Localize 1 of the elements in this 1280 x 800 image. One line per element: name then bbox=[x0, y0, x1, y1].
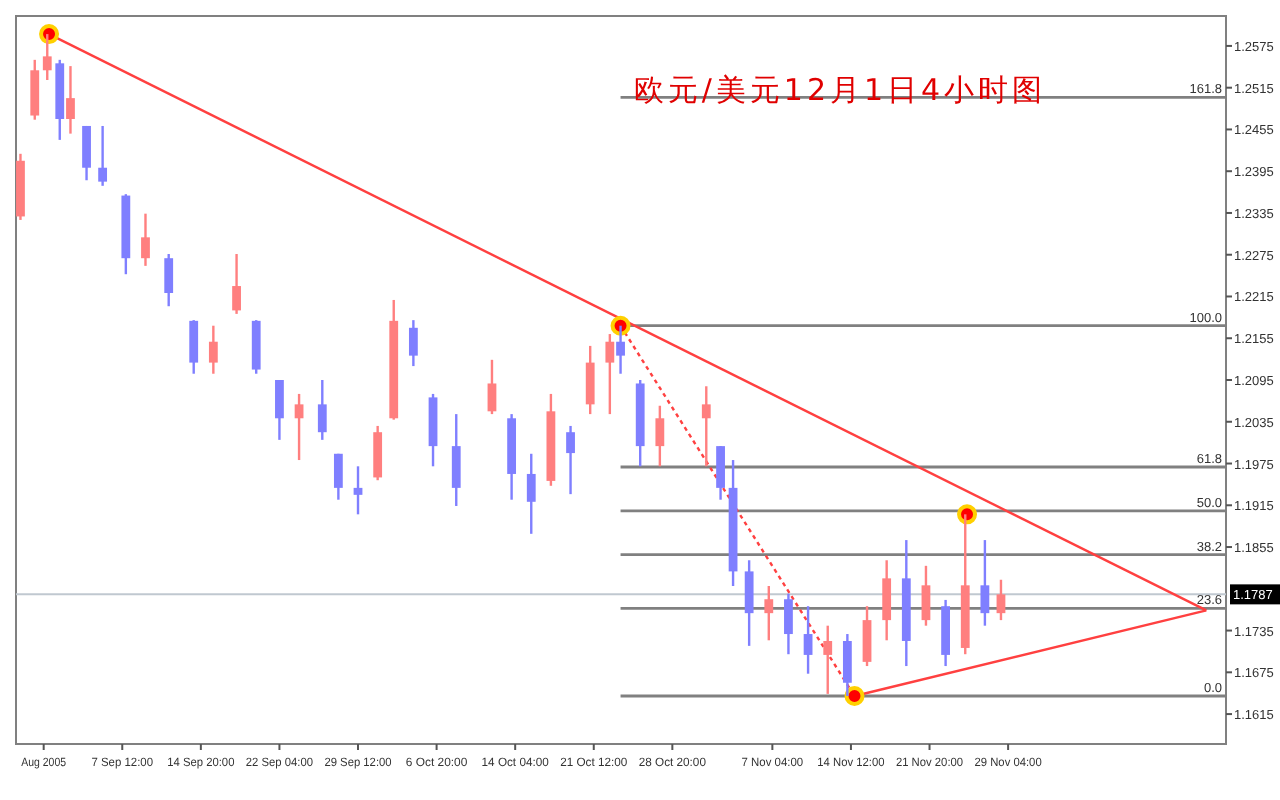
text: 欧元/美元12月1日4小时图 bbox=[633, 72, 1047, 108]
